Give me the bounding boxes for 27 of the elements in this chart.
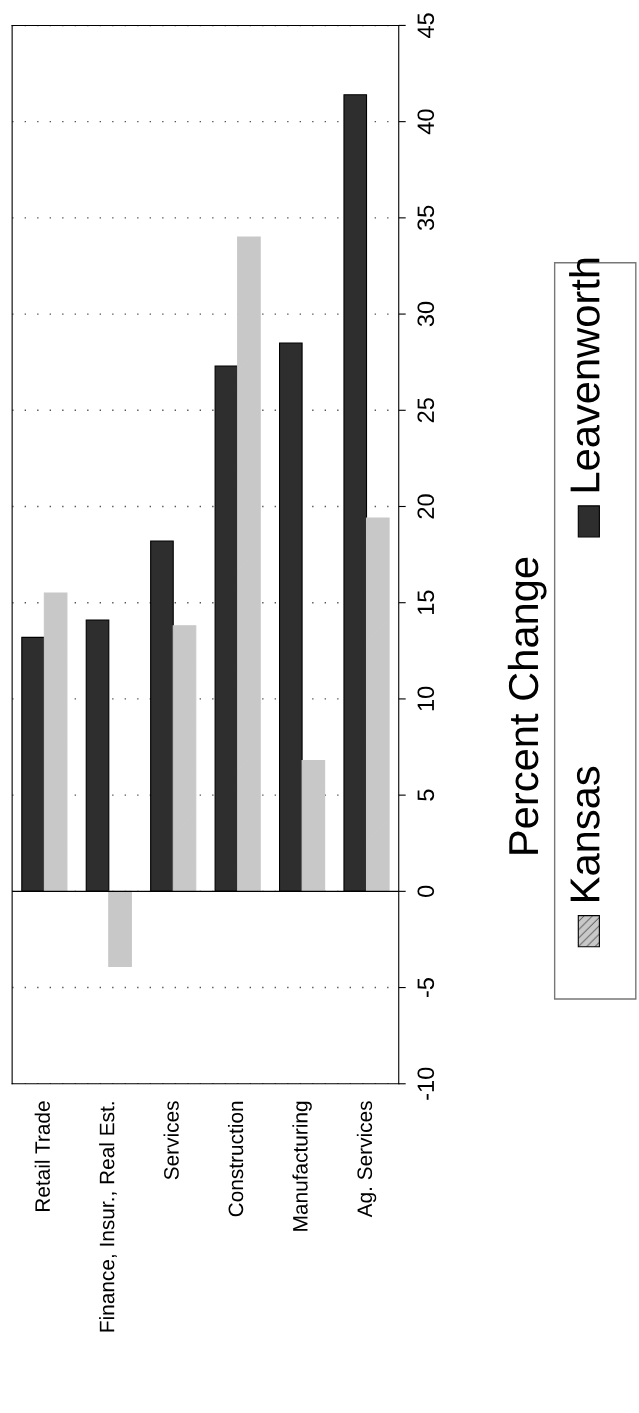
bar: [108, 890, 132, 967]
y-tick-label: 15: [417, 590, 435, 615]
y-tick-label: 45: [417, 13, 435, 39]
y-tick-label: 20: [417, 494, 435, 519]
y-tick-label: -5: [417, 978, 435, 998]
x-tick-label: Finance, Insur., Real Est.: [99, 1102, 117, 1332]
bar: [301, 759, 326, 892]
y-tick-label: 30: [417, 301, 435, 327]
y-tick-label: -10: [417, 1067, 435, 1100]
y-tick-label: 25: [417, 398, 435, 423]
bar: [172, 625, 197, 892]
y-axis-title: Percent Change: [507, 557, 547, 854]
x-tick-label: Retail Trade: [34, 1101, 50, 1212]
y-tick-label: 40: [417, 109, 435, 135]
bar: [43, 592, 68, 892]
y-tick-label: 0: [417, 885, 435, 897]
bar: [365, 517, 390, 892]
x-tick-label: Manufacturing: [292, 1101, 312, 1231]
bar: [237, 236, 261, 892]
y-tick-label: 10: [417, 686, 435, 711]
x-tick-label: Ag. Services: [356, 1101, 377, 1218]
x-tick-label: Services: [163, 1101, 179, 1180]
text: Leavenworth: [569, 258, 600, 492]
x-tick-label: Construction: [227, 1101, 244, 1217]
y-tick-label: 5: [417, 789, 435, 801]
text: Kansas: [570, 766, 600, 901]
y-tick-label: 35: [417, 205, 435, 231]
